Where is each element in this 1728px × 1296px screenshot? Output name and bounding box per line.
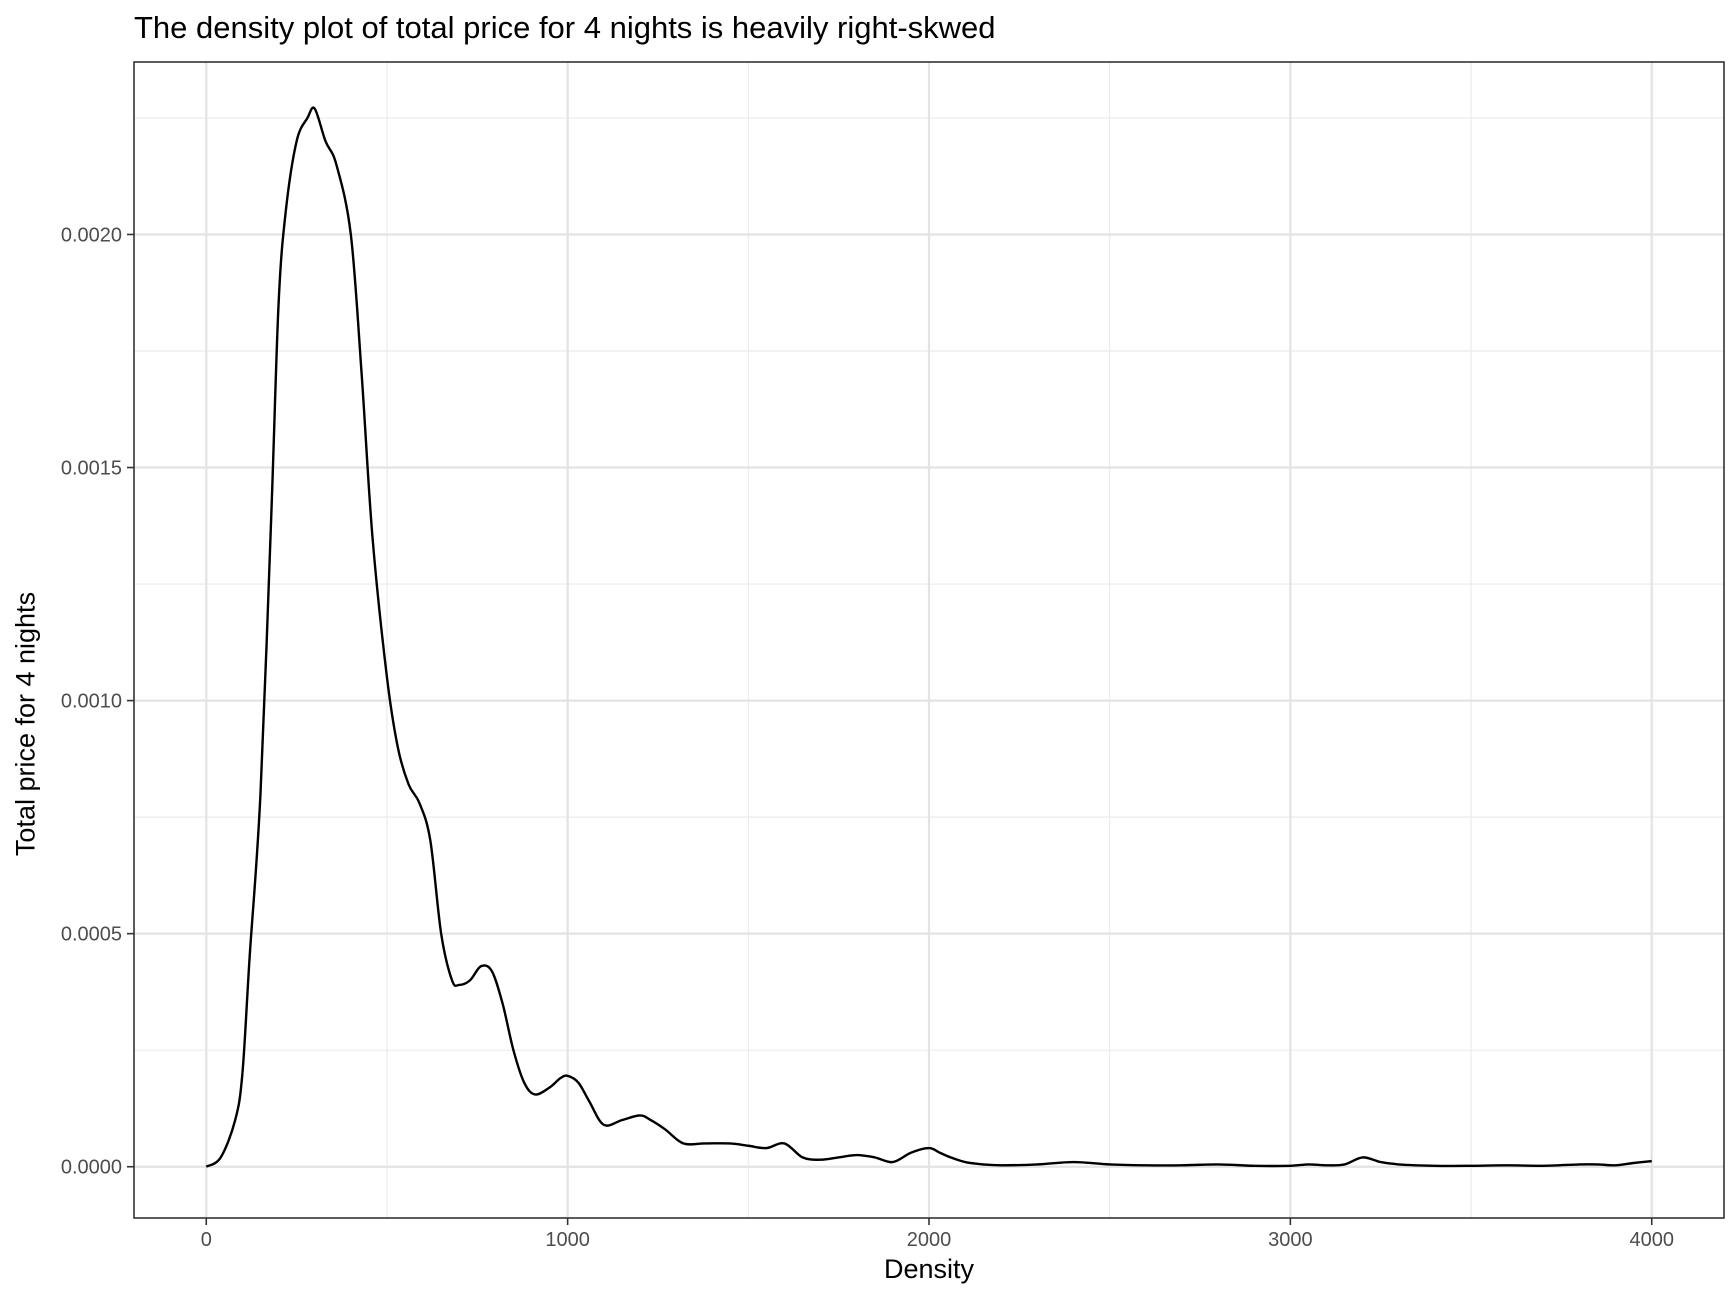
x-tick-label: 1000 (545, 1229, 590, 1251)
x-tick-label: 3000 (1268, 1229, 1313, 1251)
x-axis-label: Density (883, 1254, 975, 1284)
y-tick-label: 0.0005 (61, 924, 122, 946)
x-tick-label: 4000 (1629, 1229, 1674, 1251)
y-tick-label: 0.0010 (61, 691, 122, 713)
chart-title: The density plot of total price for 4 ni… (134, 10, 996, 45)
density-line (205, 106, 1652, 1168)
y-axis-label: Total price for 4 nights (10, 591, 41, 857)
x-tick-label: 0 (201, 1229, 212, 1251)
x-tick-label: 2000 (907, 1229, 952, 1251)
y-tick-label: 0.0020 (61, 224, 122, 246)
y-tick-label: 0.0015 (61, 458, 122, 480)
y-tick-label: 0.0000 (61, 1157, 122, 1179)
